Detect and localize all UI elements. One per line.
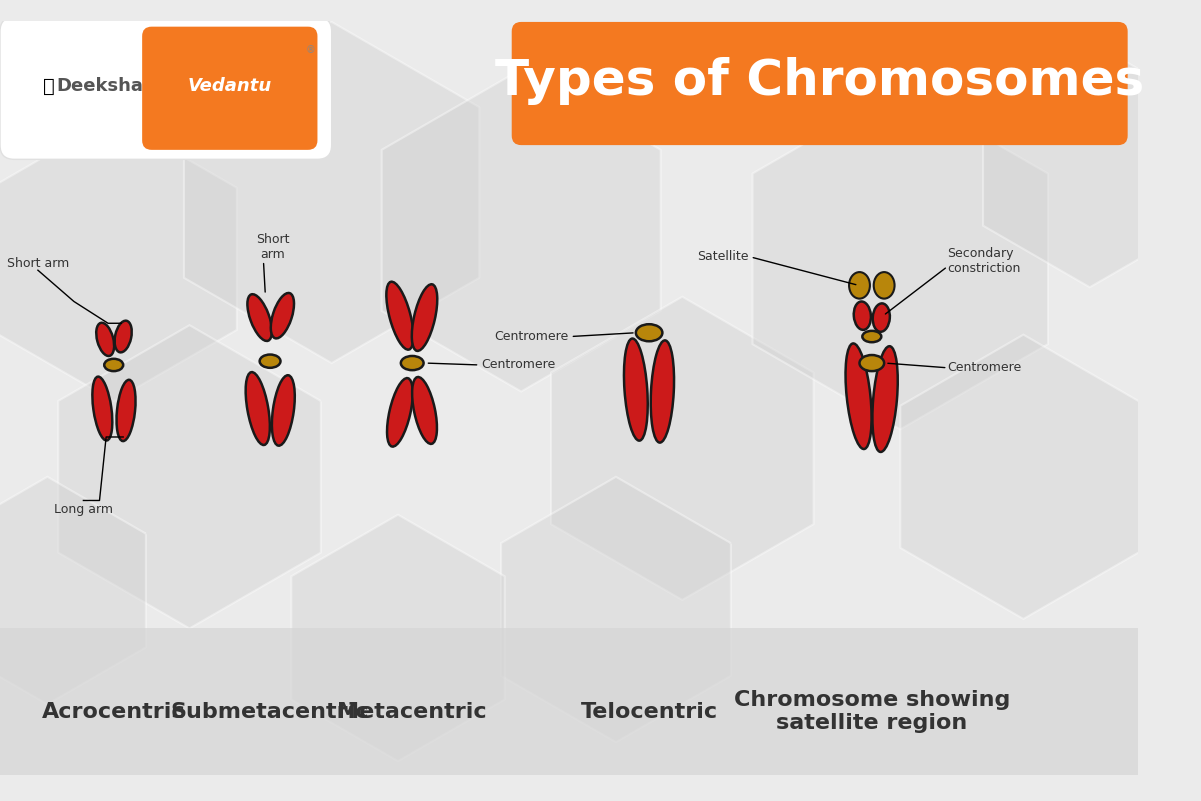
Polygon shape bbox=[58, 325, 321, 629]
Text: Vedantu: Vedantu bbox=[187, 78, 271, 95]
Polygon shape bbox=[753, 88, 1048, 429]
Text: Short
arm: Short arm bbox=[256, 233, 289, 261]
Text: Centromere: Centromere bbox=[482, 359, 556, 372]
FancyBboxPatch shape bbox=[0, 17, 331, 159]
Ellipse shape bbox=[412, 284, 437, 351]
Ellipse shape bbox=[846, 344, 872, 449]
Ellipse shape bbox=[873, 304, 890, 332]
Ellipse shape bbox=[114, 320, 132, 352]
Ellipse shape bbox=[625, 339, 647, 441]
Polygon shape bbox=[901, 335, 1147, 619]
Ellipse shape bbox=[651, 340, 674, 443]
Text: 🔥: 🔥 bbox=[43, 77, 55, 96]
Text: Types of Chromosomes: Types of Chromosomes bbox=[495, 57, 1145, 105]
Ellipse shape bbox=[247, 294, 271, 341]
Ellipse shape bbox=[862, 331, 882, 342]
Polygon shape bbox=[551, 296, 813, 600]
Polygon shape bbox=[184, 22, 479, 363]
Bar bbox=[0, 629, 1139, 775]
Ellipse shape bbox=[412, 377, 437, 444]
Ellipse shape bbox=[104, 359, 124, 371]
Polygon shape bbox=[0, 477, 145, 704]
Polygon shape bbox=[292, 515, 504, 761]
Text: Deeksha: Deeksha bbox=[56, 78, 143, 95]
Text: ®: ® bbox=[306, 46, 316, 55]
Text: Secondary
constriction: Secondary constriction bbox=[948, 247, 1021, 275]
Ellipse shape bbox=[271, 375, 294, 445]
Ellipse shape bbox=[873, 272, 895, 299]
Text: Satellite: Satellite bbox=[697, 251, 748, 264]
Text: Centromere: Centromere bbox=[948, 361, 1022, 374]
Polygon shape bbox=[382, 70, 661, 392]
Ellipse shape bbox=[849, 272, 870, 299]
Text: Telocentric: Telocentric bbox=[580, 702, 718, 722]
Ellipse shape bbox=[116, 380, 136, 441]
Text: Long arm: Long arm bbox=[54, 504, 113, 517]
Ellipse shape bbox=[92, 376, 113, 441]
Text: Centromere: Centromere bbox=[495, 330, 568, 343]
FancyBboxPatch shape bbox=[512, 22, 1128, 145]
Text: Acrocentric: Acrocentric bbox=[42, 702, 185, 722]
Text: Chromosome showing
satellite region: Chromosome showing satellite region bbox=[734, 690, 1010, 734]
Text: Short arm: Short arm bbox=[7, 257, 68, 270]
Ellipse shape bbox=[387, 378, 413, 447]
Text: Metacentric: Metacentric bbox=[337, 702, 488, 722]
Polygon shape bbox=[0, 117, 237, 401]
Ellipse shape bbox=[387, 282, 413, 350]
Ellipse shape bbox=[401, 356, 424, 370]
Ellipse shape bbox=[872, 346, 898, 452]
Ellipse shape bbox=[259, 355, 281, 368]
Polygon shape bbox=[501, 477, 731, 742]
Ellipse shape bbox=[96, 323, 114, 356]
Text: Submetacentric: Submetacentric bbox=[171, 702, 370, 722]
Ellipse shape bbox=[854, 301, 871, 330]
Ellipse shape bbox=[635, 324, 663, 341]
Ellipse shape bbox=[246, 372, 270, 445]
FancyBboxPatch shape bbox=[142, 26, 317, 150]
Ellipse shape bbox=[270, 293, 294, 338]
Polygon shape bbox=[984, 41, 1196, 288]
Ellipse shape bbox=[860, 355, 884, 371]
